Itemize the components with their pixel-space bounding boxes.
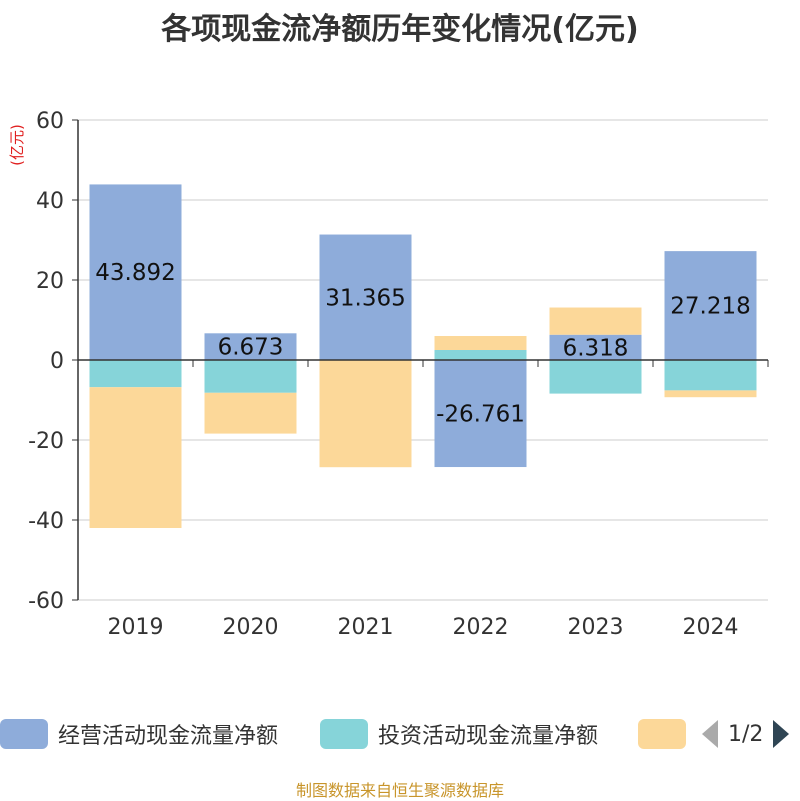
- y-axis-label: (亿元): [8, 124, 26, 166]
- data-label-2024: 27.218: [670, 294, 750, 320]
- x-tick-label: 2019: [108, 615, 164, 640]
- data-label-2021: 31.365: [325, 285, 405, 311]
- x-tick-label: 2021: [338, 615, 394, 640]
- data-source-note: 制图数据来自恒生聚源数据库: [295, 781, 504, 800]
- y-tick-label: 0: [50, 349, 64, 374]
- x-tick-label: 2024: [683, 615, 739, 640]
- y-tick-label: 20: [36, 269, 64, 294]
- data-label-2023: 6.318: [563, 335, 629, 361]
- legend-pager: 1/2: [702, 716, 790, 752]
- bar-series2-2021: [319, 360, 412, 468]
- legend-swatch-investing: [320, 719, 368, 749]
- x-tick-label: 2020: [223, 615, 279, 640]
- bar-series0-2022: [434, 360, 527, 468]
- bar-series1-2024: [664, 360, 757, 391]
- y-tick-label: 60: [36, 109, 64, 134]
- bar-series0-2023: [549, 334, 642, 360]
- bar-series0-2020: [204, 333, 297, 360]
- bar-series1-2022: [434, 350, 527, 360]
- y-tick-label: -20: [28, 429, 64, 454]
- y-tick-label: -40: [28, 509, 64, 534]
- y-tick-label: -60: [28, 589, 64, 614]
- data-label-2019: 43.892: [95, 260, 175, 286]
- bar-series0-2019: [89, 184, 182, 360]
- legend-item-financing[interactable]: [638, 716, 696, 752]
- data-label-2020: 6.673: [218, 335, 284, 361]
- legend-item-operating[interactable]: 经营活动现金流量净额: [0, 716, 278, 752]
- x-tick-label: 2023: [568, 615, 624, 640]
- bar-series2-2022: [434, 336, 527, 350]
- legend-swatch-financing: [638, 719, 686, 749]
- bar-series1-2023: [549, 360, 642, 394]
- legend-label-investing: 投资活动现金流量净额: [378, 724, 599, 749]
- data-label-2022: -26.761: [436, 402, 525, 428]
- bar-series2-2024: [664, 390, 757, 398]
- bar-series1-2020: [204, 360, 297, 393]
- x-tick-label: 2022: [453, 615, 509, 640]
- chevron-right-icon[interactable]: [773, 720, 790, 748]
- legend-swatch-operating: [0, 719, 48, 749]
- bar-series0-2024: [664, 251, 757, 360]
- chevron-left-icon[interactable]: [702, 720, 718, 748]
- bar-series2-2019: [89, 387, 182, 528]
- bar-series2-2020: [204, 392, 297, 434]
- y-tick-label: 40: [36, 189, 64, 214]
- legend-item-investing[interactable]: 投资活动现金流量净额: [320, 716, 598, 752]
- chart-title: 各项现金流净额历年变化情况(亿元): [161, 12, 639, 47]
- bar-chart: 60 40 20 0 -20 -40 -60 (亿元) 43.892 6.673 31.365 -26…: [8, 109, 769, 640]
- bar-series2-2023: [549, 307, 642, 335]
- bar-series1-2019: [89, 360, 182, 388]
- legend-page-indicator: 1/2: [728, 721, 764, 747]
- legend-label-operating: 经营活动现金流量净额: [58, 724, 279, 749]
- legend: 经营活动现金流量净额 投资活动现金流量净额 1/2: [0, 716, 800, 756]
- bar-series0-2021: [319, 234, 412, 360]
